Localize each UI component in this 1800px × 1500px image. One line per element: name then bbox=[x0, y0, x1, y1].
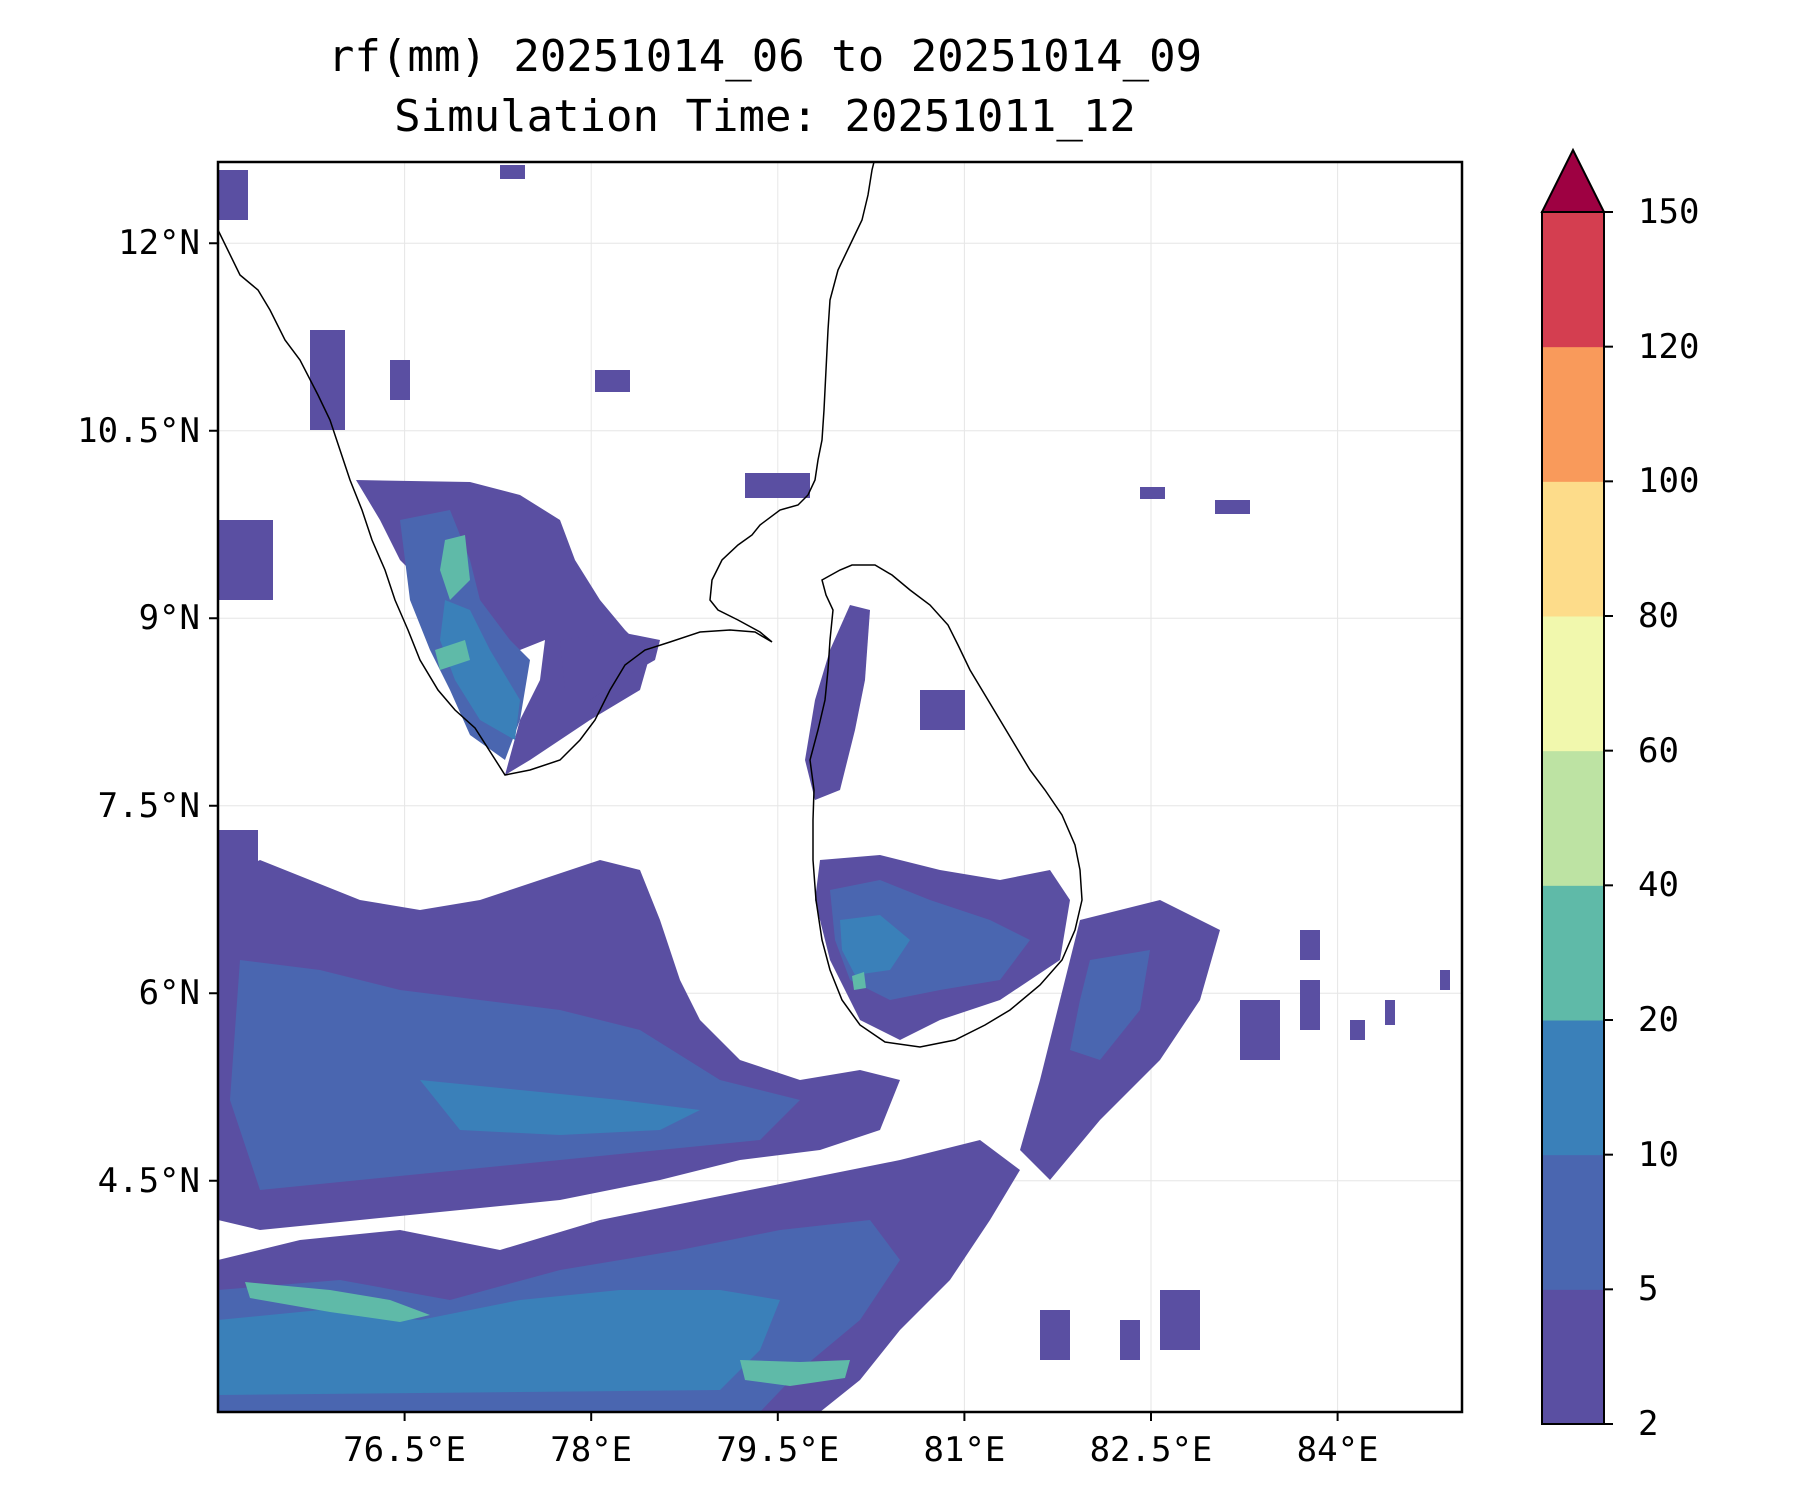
colorbar-level-label: 5 bbox=[1638, 1269, 1659, 1310]
colorbar-level-label: 150 bbox=[1638, 192, 1700, 232]
rain-cell bbox=[1120, 1320, 1140, 1360]
rain-cell bbox=[745, 473, 810, 498]
map-title: rf(mm) 20251014_06 to 20251014_09 bbox=[327, 31, 1203, 82]
axis-ticks bbox=[209, 242, 1339, 1421]
colorbar-ticks bbox=[1604, 211, 1613, 1425]
rain-region-kerala-inner bbox=[440, 600, 520, 740]
lat-tick-label: 7.5°N bbox=[97, 785, 200, 826]
colorbar-level-label: 40 bbox=[1638, 865, 1679, 906]
rain-region-srilanka-peak bbox=[852, 972, 866, 990]
colorbar-segment bbox=[1542, 346, 1604, 482]
colorbar-segment bbox=[1542, 616, 1604, 752]
lon-tick-label: 84°E bbox=[1296, 1430, 1379, 1470]
rain-cell bbox=[218, 830, 258, 950]
rain-cell bbox=[920, 690, 965, 730]
rain-region-southern-inner bbox=[218, 1290, 780, 1395]
srilanka-coastline bbox=[809, 564, 1083, 1048]
india-coastline bbox=[218, 162, 875, 776]
rain-cell bbox=[1140, 487, 1165, 499]
map-frame bbox=[216, 160, 1464, 1414]
rain-cell bbox=[1385, 1000, 1395, 1025]
rain-cell bbox=[595, 370, 630, 392]
colorbar-segment bbox=[1542, 1020, 1604, 1156]
colorbar-level-label: 120 bbox=[1638, 326, 1700, 367]
rain-region-kerala-peak2 bbox=[435, 640, 470, 670]
colorbar-level-label: 100 bbox=[1638, 461, 1700, 502]
rain-cell bbox=[1160, 1290, 1200, 1350]
colorbar bbox=[1540, 147, 1606, 1425]
map-subtitle: Simulation Time: 20251011_12 bbox=[394, 91, 1136, 142]
rain-cell bbox=[1350, 1020, 1365, 1040]
rain-cell bbox=[1215, 500, 1250, 514]
lon-tick-label: 76.5°E bbox=[343, 1430, 467, 1470]
colorbar-extend-arrow bbox=[1540, 147, 1606, 213]
rainfall-field bbox=[218, 165, 1450, 1412]
rain-region-tamil bbox=[560, 632, 660, 700]
lon-tick-label: 82.5°E bbox=[1089, 1430, 1213, 1470]
coastlines bbox=[218, 162, 1083, 1048]
colorbar-level-label: 80 bbox=[1638, 596, 1679, 636]
rain-cell bbox=[1040, 1310, 1070, 1360]
rain-cell bbox=[218, 170, 248, 220]
lon-tick-label: 81°E bbox=[923, 1430, 1006, 1470]
lat-tick-label: 6°N bbox=[138, 973, 200, 1014]
rain-region-southern-peak1 bbox=[245, 1282, 430, 1322]
colorbar-segment bbox=[1542, 1289, 1604, 1425]
lon-tick-label: 79.5°E bbox=[716, 1430, 840, 1470]
rain-cell bbox=[390, 360, 410, 400]
rain-cell bbox=[1300, 980, 1320, 1030]
rain-cell bbox=[218, 520, 273, 600]
rain-cell bbox=[1240, 1000, 1280, 1060]
rain-region-east-core bbox=[1070, 950, 1150, 1060]
rain-cell bbox=[500, 165, 525, 179]
colorbar-segment bbox=[1542, 481, 1604, 617]
colorbar-level-label: 60 bbox=[1638, 730, 1679, 771]
lat-tick-label: 9°N bbox=[138, 598, 200, 639]
rain-region-east bbox=[1020, 900, 1220, 1180]
lon-tick-label: 78°E bbox=[550, 1430, 633, 1470]
rain-cell bbox=[1300, 930, 1320, 960]
rain-region-central-core bbox=[230, 960, 800, 1190]
colorbar-level-label: 2 bbox=[1638, 1404, 1659, 1444]
colorbar-frame bbox=[1541, 211, 1605, 1425]
lat-tick-label: 4.5°N bbox=[97, 1160, 200, 1201]
colorbar-level-label: 10 bbox=[1638, 1134, 1679, 1175]
colorbar-level-label: 20 bbox=[1638, 1000, 1679, 1040]
colorbar-segment bbox=[1542, 212, 1604, 348]
colorbar-segment bbox=[1542, 1154, 1604, 1290]
rain-region-srilanka-west bbox=[805, 605, 870, 800]
rain-region-kerala-peak bbox=[440, 535, 470, 600]
rain-region-srilanka-inner bbox=[840, 915, 910, 975]
lat-tick-label: 10.5°N bbox=[77, 410, 200, 451]
lat-tick-label: 12°N bbox=[118, 223, 200, 264]
colorbar-segment bbox=[1542, 750, 1604, 886]
rain-region-southern-peak2 bbox=[740, 1360, 850, 1386]
rain-region-central-inner bbox=[420, 1080, 700, 1135]
colorbar-segment bbox=[1542, 885, 1604, 1021]
rain-cell bbox=[1440, 970, 1450, 990]
